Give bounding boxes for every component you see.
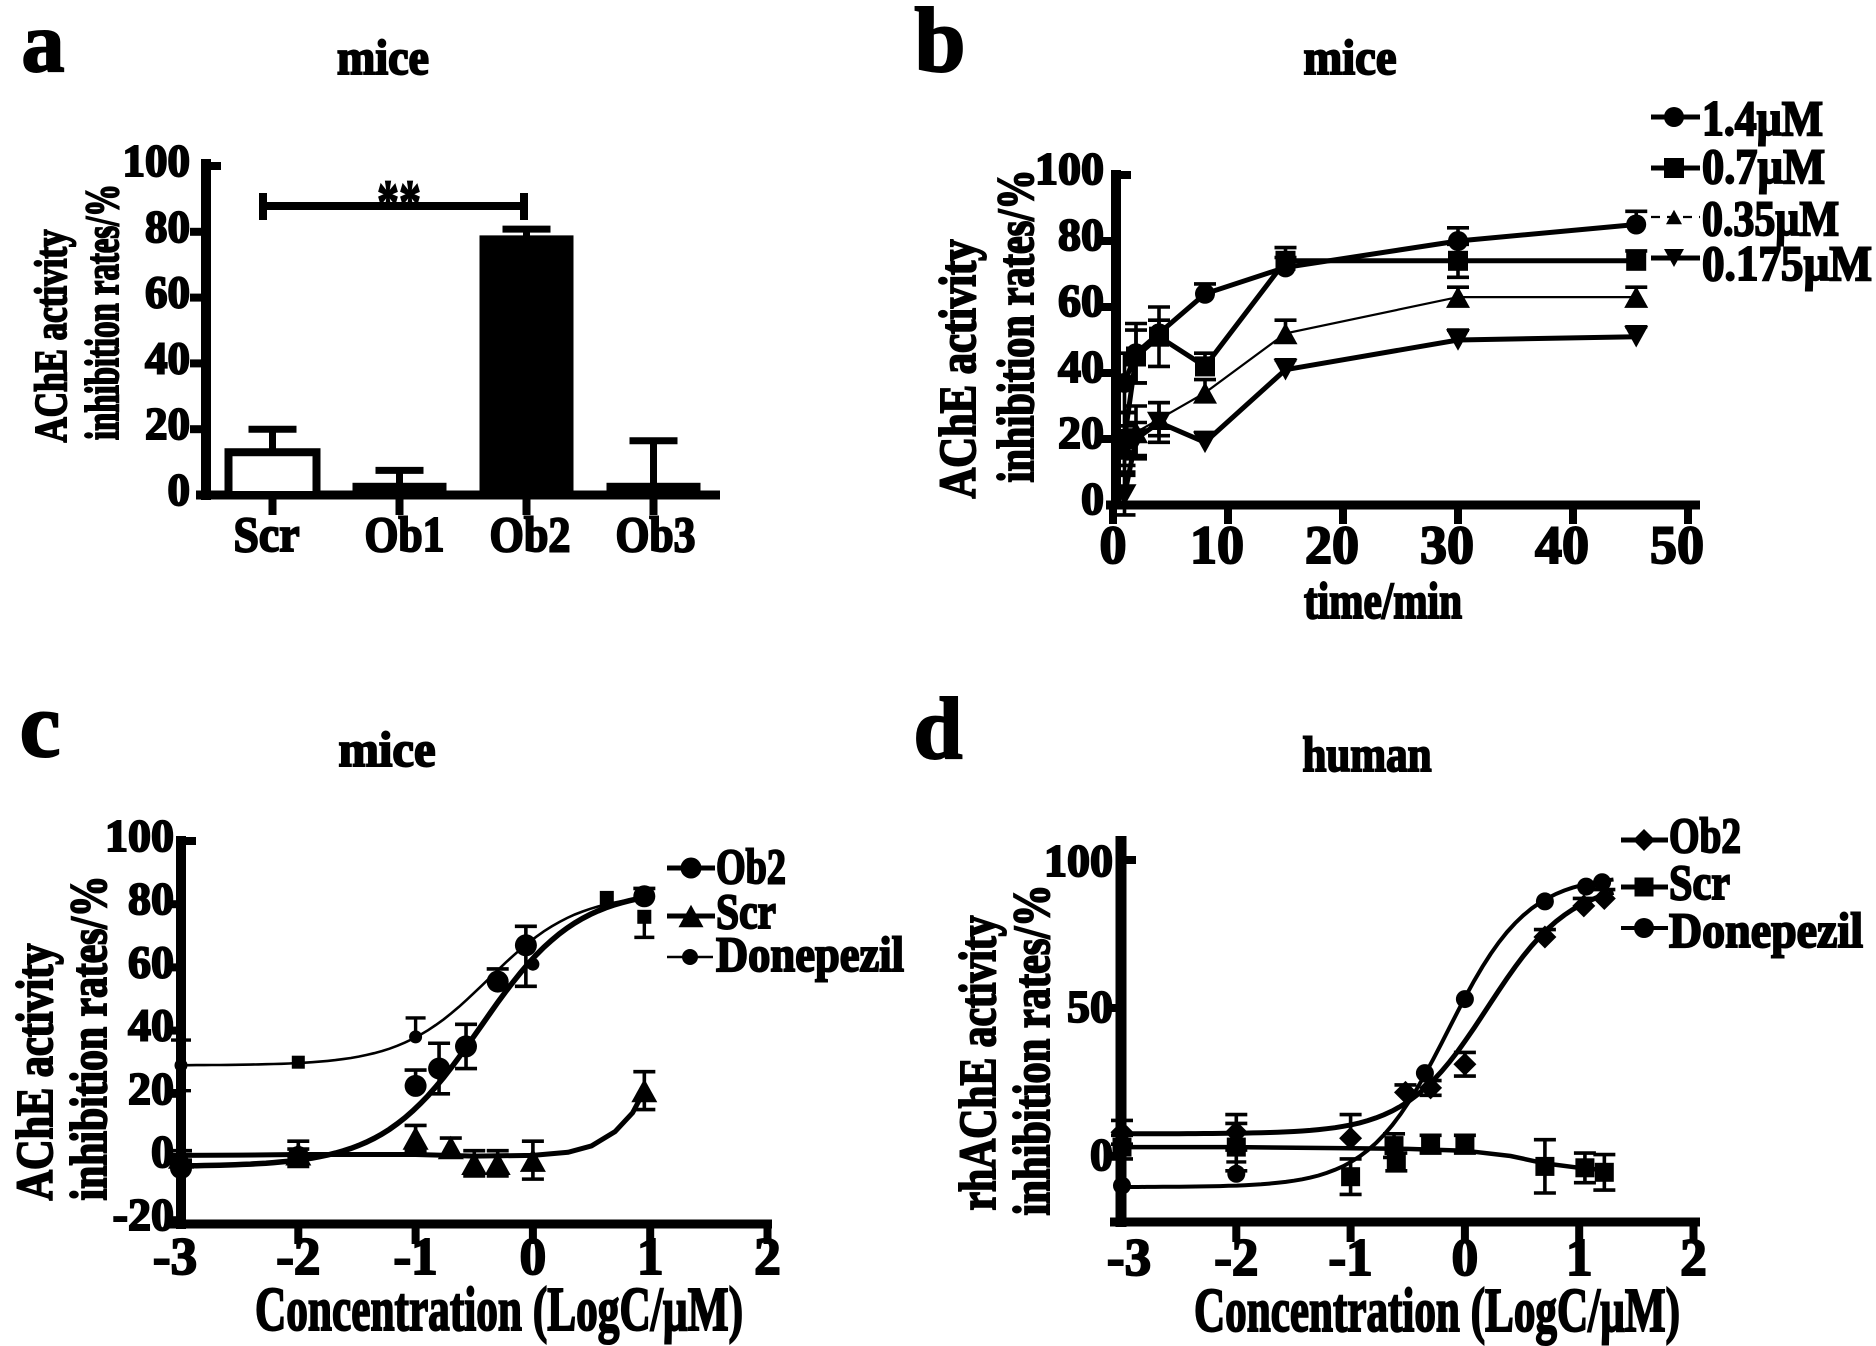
svg-text:0.35µM: 0.35µM: [1702, 190, 1839, 246]
svg-text:Ob2: Ob2: [490, 506, 571, 562]
svg-text:-20: -20: [113, 1189, 174, 1240]
svg-text:Concentration (LogC/µM): Concentration (LogC/µM): [255, 1276, 743, 1344]
svg-text:Scr: Scr: [1669, 854, 1730, 910]
svg-text:AChE activity: AChE activity: [25, 230, 76, 443]
svg-text:40: 40: [128, 1000, 174, 1051]
svg-text:**: **: [377, 165, 421, 241]
svg-text:AChE activity: AChE activity: [930, 240, 987, 499]
svg-text:-3: -3: [153, 1228, 197, 1286]
svg-text:0: 0: [168, 465, 191, 515]
svg-text:Ob1: Ob1: [365, 506, 445, 562]
svg-text:1.4µM: 1.4µM: [1702, 90, 1823, 146]
svg-text:inhibition rates/%: inhibition rates/%: [1004, 885, 1061, 1216]
svg-text:0: 0: [1081, 473, 1104, 524]
svg-text:a: a: [22, 0, 65, 90]
svg-text:inhibition rates/%: inhibition rates/%: [988, 170, 1045, 483]
svg-text:Ob2: Ob2: [716, 838, 786, 894]
svg-text:-2: -2: [1214, 1229, 1258, 1287]
svg-text:Scr: Scr: [716, 883, 776, 939]
svg-text:time/min: time/min: [1304, 573, 1462, 630]
svg-text:b: b: [914, 0, 965, 91]
svg-text:60: 60: [1058, 275, 1104, 326]
svg-text:0: 0: [1090, 1129, 1113, 1180]
svg-text:20: 20: [1058, 407, 1104, 458]
svg-text:1: 1: [637, 1228, 664, 1286]
svg-text:100: 100: [123, 136, 191, 186]
svg-text:50: 50: [1650, 515, 1704, 575]
svg-text:2: 2: [1680, 1229, 1707, 1287]
svg-text:20: 20: [128, 1063, 174, 1114]
svg-text:-3: -3: [1107, 1229, 1151, 1287]
svg-text:60: 60: [128, 936, 174, 987]
svg-text:mice: mice: [1304, 29, 1397, 85]
svg-text:inhibition rates/%: inhibition rates/%: [76, 184, 129, 440]
svg-text:40: 40: [1058, 341, 1104, 392]
svg-text:mice: mice: [337, 29, 429, 85]
svg-text:30: 30: [1420, 515, 1474, 575]
svg-text:2: 2: [754, 1228, 781, 1286]
svg-text:Ob3: Ob3: [616, 506, 696, 562]
svg-text:AChE activity: AChE activity: [7, 944, 64, 1201]
svg-text:0.175µM: 0.175µM: [1702, 235, 1872, 291]
svg-text:Donepezil: Donepezil: [716, 926, 904, 982]
svg-text:-2: -2: [276, 1228, 320, 1286]
svg-text:0.7µM: 0.7µM: [1702, 138, 1825, 194]
svg-text:80: 80: [128, 873, 174, 924]
svg-text:0: 0: [1452, 1229, 1479, 1287]
svg-text:100: 100: [105, 810, 174, 861]
svg-text:d: d: [914, 681, 963, 778]
svg-text:Scr: Scr: [234, 506, 300, 562]
svg-text:0: 0: [520, 1228, 547, 1286]
svg-text:rhAChE activity: rhAChE activity: [950, 916, 1007, 1211]
svg-text:Concentration (LogC/µM): Concentration (LogC/µM): [1194, 1277, 1680, 1345]
svg-text:-1: -1: [1329, 1229, 1373, 1287]
svg-text:40: 40: [145, 333, 190, 383]
svg-text:80: 80: [1058, 209, 1104, 260]
svg-text:1: 1: [1566, 1229, 1593, 1287]
svg-text:inhibition rates/%: inhibition rates/%: [61, 876, 118, 1201]
svg-text:human: human: [1303, 726, 1432, 782]
svg-text:40: 40: [1535, 515, 1589, 575]
svg-text:mice: mice: [339, 721, 436, 777]
svg-text:-1: -1: [394, 1228, 438, 1286]
svg-text:80: 80: [145, 202, 190, 252]
svg-text:Donepezil: Donepezil: [1669, 902, 1863, 958]
svg-text:10: 10: [1190, 515, 1244, 575]
svg-text:20: 20: [145, 399, 190, 449]
svg-text:0: 0: [1100, 515, 1127, 575]
svg-text:Ob2: Ob2: [1669, 807, 1741, 863]
svg-text:60: 60: [145, 268, 190, 318]
svg-text:50: 50: [1067, 981, 1113, 1032]
svg-text:20: 20: [1305, 515, 1359, 575]
svg-text:100: 100: [1044, 835, 1113, 886]
svg-text:100: 100: [1035, 143, 1104, 194]
svg-text:c: c: [20, 674, 61, 776]
